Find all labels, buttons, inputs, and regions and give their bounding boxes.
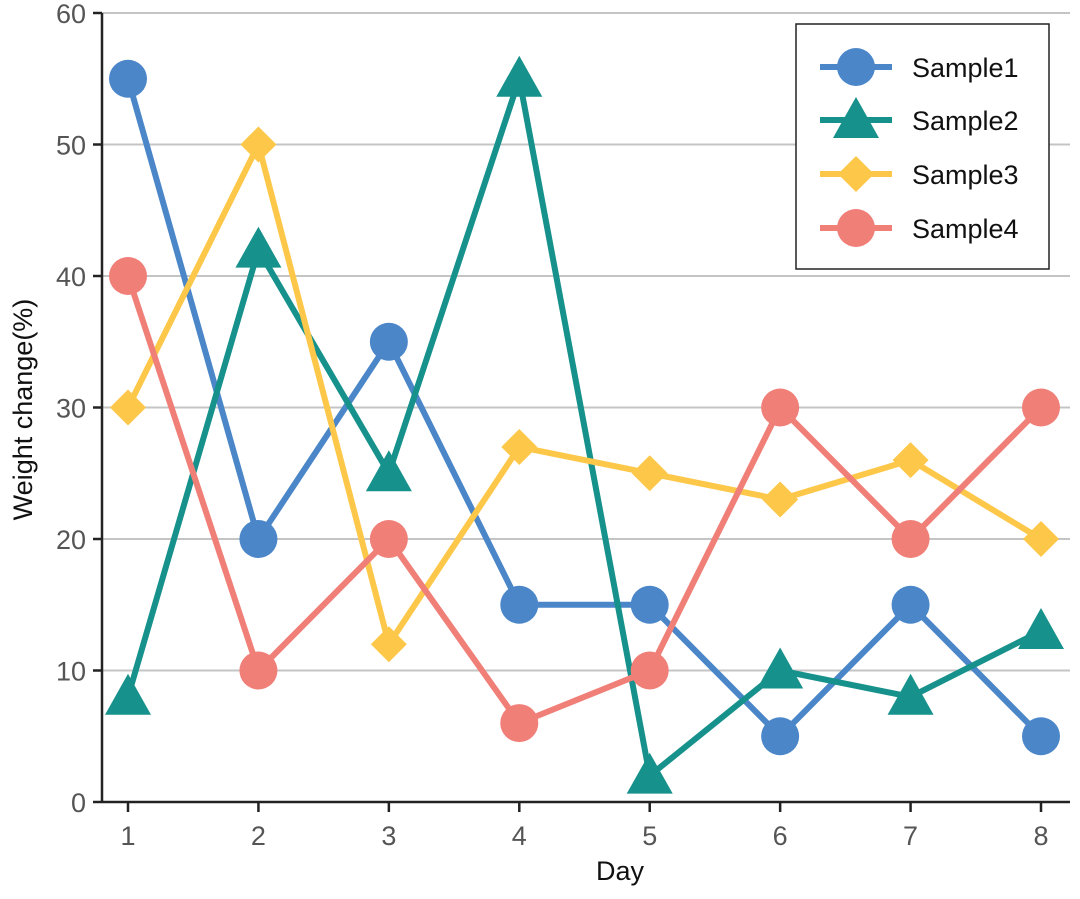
legend-marker: [833, 97, 879, 138]
data-point: [1022, 388, 1060, 427]
series-line: [125, 141, 1043, 648]
x-tick-label: 8: [1033, 821, 1048, 851]
x-axis-title: Day: [596, 856, 645, 886]
data-point: [110, 389, 146, 426]
x-tick-label: 6: [773, 821, 788, 851]
data-point: [887, 673, 934, 715]
data-point: [1022, 717, 1060, 756]
series-2: [105, 55, 1064, 794]
legend-label: Sample1: [912, 53, 1019, 83]
series-line: [125, 75, 1043, 779]
legend: Sample1 Sample2 Sample3 Sample4: [795, 23, 1050, 270]
data-point: [109, 257, 147, 295]
data-point: [369, 322, 408, 361]
data-point: [109, 59, 147, 98]
data-point: [761, 717, 800, 756]
data-point: [1018, 608, 1064, 649]
y-tick-label: 40: [56, 262, 86, 292]
legend-marker: [837, 209, 875, 247]
data-point: [500, 585, 539, 624]
series-3: [110, 126, 1059, 663]
series-4: [109, 257, 1060, 743]
legend-item: Sample1: [820, 48, 1019, 86]
y-tick-label: 30: [56, 394, 86, 424]
legend-marker: [837, 48, 875, 86]
data-point: [240, 126, 277, 163]
x-tick-label: 3: [381, 821, 396, 851]
series-1: [109, 59, 1060, 756]
x-tick-label: 4: [512, 821, 527, 851]
data-point: [1023, 521, 1059, 557]
legend-label: Sample3: [912, 160, 1019, 190]
y-tick-label: 20: [56, 525, 86, 555]
series-line: [125, 275, 1044, 727]
legend-item: Sample3: [820, 156, 1019, 192]
axes: 0 10 20 30 40 50 60 1 2 3 4 5 6 7 8: [56, 0, 1070, 851]
data-point: [757, 647, 804, 689]
legend-label: Sample4: [912, 214, 1019, 244]
data-point: [235, 226, 282, 268]
y-tick-label: 60: [56, 0, 86, 29]
data-point: [630, 585, 669, 624]
data-point: [370, 626, 407, 663]
legend-marker: [838, 156, 874, 192]
x-tick-label: 5: [642, 821, 657, 851]
data-point: [891, 520, 930, 558]
data-point: [892, 442, 929, 479]
y-axis-title: Weight change(%): [8, 299, 38, 521]
y-tick-label: 0: [71, 788, 86, 818]
legend-label: Sample2: [912, 106, 1019, 136]
data-point: [891, 585, 930, 624]
data-point: [369, 520, 408, 558]
data-point: [761, 388, 800, 427]
x-tick-label: 2: [251, 821, 266, 851]
data-point: [631, 455, 668, 492]
legend-item: Sample4: [820, 209, 1019, 247]
data-point: [626, 752, 673, 794]
data-point: [239, 651, 278, 690]
x-tick-label: 7: [903, 821, 918, 851]
data-point: [365, 450, 412, 492]
data-point: [496, 55, 543, 97]
data-point: [762, 481, 799, 518]
series-line: [125, 77, 1044, 740]
data-point: [501, 428, 538, 465]
data-point: [630, 651, 669, 690]
data-point: [239, 520, 278, 558]
y-tick-label: 50: [56, 131, 86, 161]
y-tick-label: 10: [56, 657, 86, 687]
x-tick-label: 1: [120, 821, 135, 851]
data-point: [105, 673, 151, 715]
legend-item: Sample2: [820, 97, 1019, 138]
series-lines: [105, 55, 1064, 794]
data-point: [500, 704, 539, 743]
